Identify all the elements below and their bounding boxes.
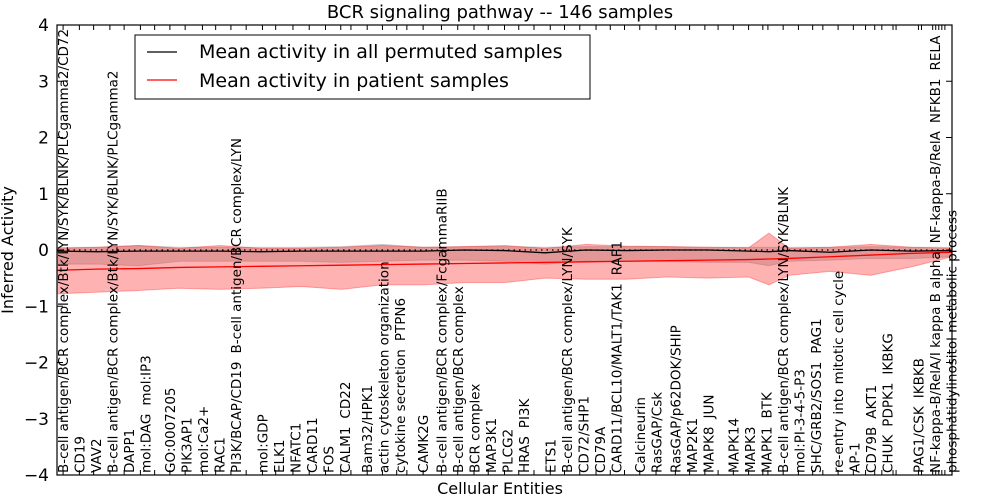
y-tick-label: 3 <box>38 72 49 92</box>
x-tick-label: Calcineurin <box>633 397 649 473</box>
x-tick-label: BCR complex <box>467 384 483 473</box>
x-tick-label: AP-1 <box>848 442 864 473</box>
y-tick-label: −4 <box>24 466 49 486</box>
x-tick-label: MAPK1 <box>759 427 775 473</box>
x-tick-label: B-cell antigen/BCR complex/FcgammaRIIB <box>434 188 450 473</box>
x-tick-label: mol:GDP <box>255 414 271 473</box>
x-tick-label: actin cytoskeleton organization <box>377 261 393 473</box>
x-tick-label: PTPN6 <box>393 298 409 341</box>
x-tick-label: RasGAP/p62DOK/SHIP <box>668 325 684 473</box>
y-tick-label: −3 <box>24 410 49 430</box>
legend-label-patient: Mean activity in patient samples <box>199 70 509 92</box>
x-tick-label: PAG1 <box>809 318 825 353</box>
x-tick-label: MAPK3 <box>743 427 759 473</box>
x-tick-label: B-cell antigen/BCR complex <box>451 286 467 473</box>
x-tick-label: PI3K <box>517 397 533 428</box>
x-tick-label: VAV2 <box>89 438 105 473</box>
x-tick-label: B-cell antigen/BCR complex/Btk/LYN/SYK/B… <box>106 70 122 473</box>
x-axis-label: Cellular Entities <box>437 479 563 498</box>
x-tick-label: CD79B <box>864 427 880 473</box>
x-tick-label: AKT1 <box>864 385 880 419</box>
x-tick-label: B-cell antigen/BCR complex/LYN/SYK/BLNK <box>776 186 792 473</box>
x-tick-label: PI3K/BCAP/CD19 <box>229 362 245 474</box>
x-tick-label: CARD11/BCL10/MALT1/TAK1 <box>609 283 625 473</box>
legend-box <box>134 34 591 100</box>
x-tick-label: IKBKG <box>881 333 897 374</box>
x-tick-label: CD72/SHP1 <box>576 396 592 473</box>
y-axis: −4 −3 −2 −1 0 1 2 3 4 <box>24 16 952 486</box>
y-tick-label: 4 <box>38 16 49 36</box>
x-tick-label: NFATC1 <box>288 423 304 473</box>
x-tick-label: B-cell antigen/BCR complex/Btk/LYN/SYK/B… <box>56 29 72 473</box>
y-tick-label: 1 <box>38 185 49 205</box>
x-tick-label: SHC/GRB2/SOS1 <box>809 362 825 473</box>
x-tick-label: CALM1 <box>338 427 354 473</box>
legend-label-permuted: Mean activity in all permuted samples <box>199 41 562 63</box>
y-tick-label: 0 <box>38 241 49 261</box>
x-tick-label: MAPK14 <box>726 418 742 473</box>
x-tick-label: ETS1 <box>543 439 559 473</box>
legend: Mean activity in all permuted samples Me… <box>134 34 591 100</box>
x-tick-label: Bam32/HPK1 <box>360 385 376 473</box>
x-tick-label: B-cell antigen/BCR complex/LYN/SYK <box>560 226 576 473</box>
x-tick-label: HRAS <box>517 436 533 473</box>
x-tick-label: re-entry into mitotic cell cycle <box>831 271 847 473</box>
x-tick-label: RasGAP/Csk <box>649 392 665 473</box>
x-tick-label: MAP3K1 <box>484 418 500 473</box>
x-tick-label: RAF1 <box>609 241 625 275</box>
x-tick-label: CD79A <box>593 426 609 473</box>
x-tick-label: BTK <box>759 391 775 419</box>
x-tick-label: CHUK <box>881 434 897 473</box>
x-tick-label: B-cell antigen/BCR complex/LYN <box>229 138 245 353</box>
x-tick-label: IKBKB <box>911 358 927 398</box>
chart-title: BCR signaling pathway -- 146 samples <box>327 2 673 23</box>
x-tick-label: PLCG2 <box>500 429 516 473</box>
x-tick-label: ELK1 <box>272 440 288 474</box>
x-tick-label: CD19 <box>73 436 89 473</box>
x-tick-label: DAPP1 <box>122 429 138 473</box>
y-axis-label: Inferred Activity <box>0 186 17 314</box>
y-tick-label: 2 <box>38 129 49 149</box>
x-tick-label: RELA <box>928 35 944 71</box>
x-tick-label: JUN <box>701 395 717 420</box>
x-tick-label: CAMK2G <box>416 415 432 473</box>
y-tick-label: −2 <box>24 354 49 374</box>
x-tick-label: NFKB1 <box>928 79 944 124</box>
x-tick-label: mol:DAG <box>139 414 155 473</box>
x-tick-label: MAPK8 <box>701 427 717 473</box>
x-tick-label: FOS <box>321 446 337 473</box>
x-tick-label: cytokine secretion <box>393 349 409 473</box>
x-tick-label: mol:PI-3-4-5-P3 <box>793 369 809 473</box>
plot-area <box>56 232 953 295</box>
y-tick-label: −1 <box>24 297 49 317</box>
x-tick-label: PAG1/CSK <box>911 405 927 473</box>
x-tick-label: mol:IP3 <box>139 355 155 405</box>
x-tick-label: mol:Ca2+ <box>196 406 212 473</box>
x-tick-label: MAP2K1 <box>685 418 701 473</box>
x-tick-label: NF-kappa-B/RelA <box>928 130 944 243</box>
x-tick-label: PIK3AP1 <box>179 417 195 473</box>
x-axis-tick-labels: B-cell antigen/BCR complex/Btk/LYN/SYK/B… <box>56 25 960 475</box>
x-tick-label: NF-kappa-B/RelA/I kappa B alpha <box>928 251 944 473</box>
x-tick-label: GO:0007205 <box>163 387 179 473</box>
permuted-mean-line <box>56 249 953 254</box>
patient-mean-line <box>56 251 953 271</box>
axes-frame <box>56 24 953 476</box>
x-tick-label: CARD11 <box>305 417 321 473</box>
x-tick-label: RAC1 <box>212 437 228 473</box>
x-tick-label: PDPK1 <box>881 383 897 427</box>
x-tick-label: CD22 <box>338 382 354 419</box>
